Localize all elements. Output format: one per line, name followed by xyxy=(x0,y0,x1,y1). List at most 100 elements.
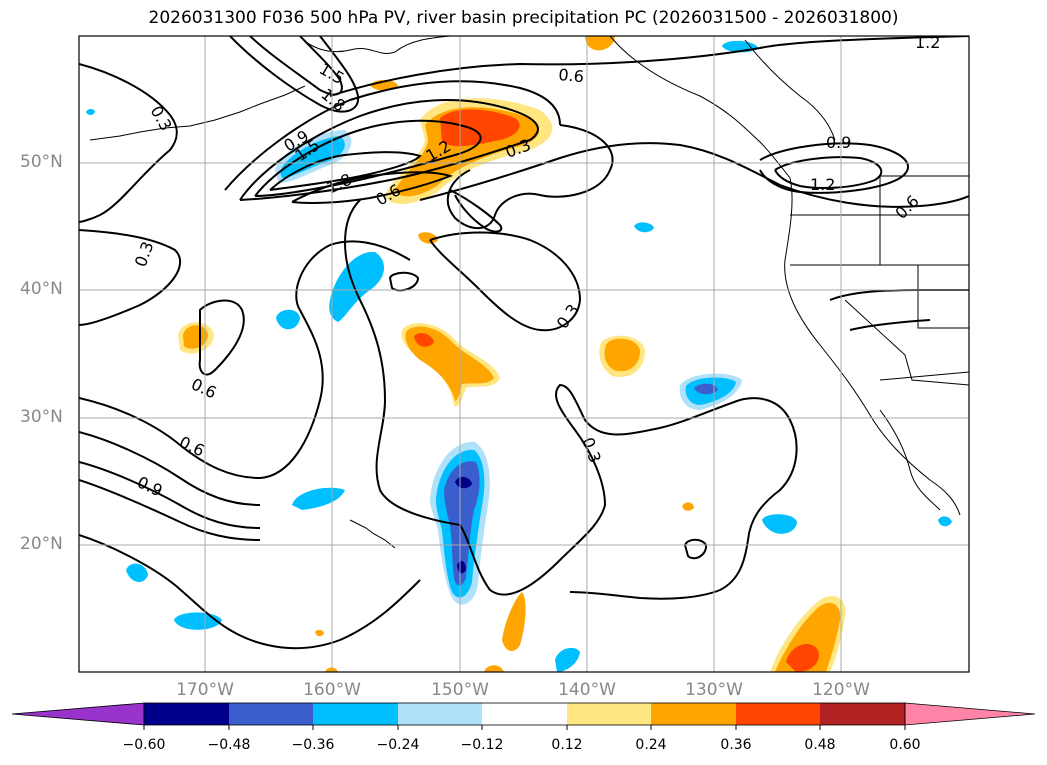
coastline-hawaii xyxy=(349,519,396,549)
precip-blob-tiny xyxy=(682,502,694,511)
precip-neg-w1 xyxy=(329,251,385,322)
pv-contour-0.6-east2 xyxy=(849,319,931,331)
coastline-alaska xyxy=(299,36,451,54)
contour-label: 0.9 xyxy=(826,133,851,152)
pv-contours xyxy=(79,36,969,650)
lon-tick-label: 160°W xyxy=(303,680,361,700)
pv-contour-0.3-southeast xyxy=(569,397,798,600)
lat-tick-label: 20°N xyxy=(20,534,63,554)
lat-tick-label: 50°N xyxy=(20,152,63,172)
precip-neg-e-core xyxy=(694,383,718,395)
colorbar-tick-label: −0.48 xyxy=(207,737,251,753)
pv-contour-1.2-bc xyxy=(774,156,883,189)
precip-neg-nw-inner xyxy=(280,136,345,178)
coastline-baja xyxy=(879,409,941,511)
precip-blob-small2 xyxy=(418,232,438,244)
colorbar-segment xyxy=(229,703,313,725)
precip-blob-s xyxy=(502,592,526,652)
pv-contour-1.2-jet xyxy=(239,99,539,201)
lon-tick-label: 140°W xyxy=(558,680,616,700)
border-states4 xyxy=(917,265,969,329)
precip-neg-main-core1 xyxy=(455,476,472,489)
precip-neg-w2 xyxy=(276,309,300,330)
colorbar-segment xyxy=(651,703,736,725)
lon-tick-label: 130°W xyxy=(685,680,743,700)
precip-neg-main-core2 xyxy=(457,560,466,574)
colorbar xyxy=(11,702,1036,730)
pv-contour-0.6-west xyxy=(79,240,411,480)
pv-contour-0.9-west xyxy=(79,431,261,506)
border-states5 xyxy=(844,299,969,386)
coastline-aleutians xyxy=(89,85,306,141)
pv-contour-0.3-west xyxy=(79,229,181,326)
coastline-bc xyxy=(744,39,836,141)
lat-tick-label: 40°N xyxy=(20,279,63,299)
precip-neg-s1 xyxy=(555,647,580,672)
colorbar-frame xyxy=(143,702,906,726)
colorbar-tick-label: 0.12 xyxy=(551,737,583,753)
colorbar-segment xyxy=(313,703,398,725)
precip-neg-small2 xyxy=(938,516,952,527)
precip-blob-nw xyxy=(585,36,615,51)
precip-blob-w-inner xyxy=(183,325,208,349)
precip-blob-mid-core xyxy=(414,333,434,347)
pv-contour-0.9-bc xyxy=(759,142,909,194)
lon-tick-label: 150°W xyxy=(431,680,489,700)
precip-blob-e-inner xyxy=(604,338,640,372)
colorbar-tick-label: 0.60 xyxy=(889,737,921,753)
lon-tick-label: 120°W xyxy=(812,680,870,700)
colorbar-tick-label: 0.24 xyxy=(635,737,667,753)
contour-label: 1.2 xyxy=(810,175,835,194)
colorbar-tick-label: −0.60 xyxy=(122,737,166,753)
pv-contour-0.6-north xyxy=(329,36,969,97)
precip-neg-small1 xyxy=(634,222,654,233)
pv-contour-1.5-west xyxy=(79,479,261,541)
colorbar-segment xyxy=(144,703,229,725)
colorbar-tick-label: −0.12 xyxy=(460,737,504,753)
border-mexico xyxy=(879,371,969,381)
colorbar-extend-high xyxy=(904,702,1036,726)
precip-neg-small3 xyxy=(86,109,95,115)
colorbar-tick-label: 0.48 xyxy=(804,737,836,753)
pv-contour-1.2-west xyxy=(79,461,261,529)
colorbar-tick-label: −0.36 xyxy=(291,737,335,753)
colorbar-tick-label: −0.24 xyxy=(376,737,420,753)
pv-contour-1.8-jet xyxy=(269,151,422,191)
pv-contour-0.9-jet-east xyxy=(419,142,969,208)
pv-contour-0.3-center xyxy=(429,231,582,332)
pv-contour-0.9-jet1 xyxy=(224,80,561,191)
precip-neg-sw3 xyxy=(174,612,222,630)
coastline-pacific-nw xyxy=(784,177,961,516)
colorbar-segment xyxy=(398,703,482,725)
map-frame xyxy=(78,35,970,673)
pv-contour-0.6-mid xyxy=(198,299,245,376)
coastlines xyxy=(89,36,969,549)
lat-tick-label: 30°N xyxy=(20,407,63,427)
colorbar-extend-low xyxy=(11,702,145,726)
pv-contour-labels: 0.3 0.6 0.9 1.2 1.5 1.8 0.9 1.5 1.8 0.6 … xyxy=(131,33,941,500)
colorbar-tick-label: 0.36 xyxy=(720,737,752,753)
precip-neg-se1 xyxy=(762,514,797,534)
precip-neg-main-deep xyxy=(444,461,480,586)
coastline-alaska-pan xyxy=(609,36,791,179)
colorbar-segment xyxy=(567,703,651,725)
precip-blob-se-core xyxy=(786,643,819,672)
precip-neg-sw2 xyxy=(126,563,148,583)
pv-contour-1.5-alaska xyxy=(249,36,343,96)
precip-blob-s2 xyxy=(484,665,504,672)
lon-tick-label: 170°W xyxy=(176,680,234,700)
graticule xyxy=(79,36,969,672)
colorbar-segment xyxy=(820,703,905,725)
pv-contour-1.2-alaska xyxy=(229,36,360,113)
pv-contour-0.6-gulf xyxy=(449,189,503,233)
map-title: 2026031300 F036 500 hPa PV, river basin … xyxy=(148,8,899,28)
colorbar-segment xyxy=(482,703,567,725)
pv-contour-1.8-inner xyxy=(291,171,454,204)
pv-contour-0.3-north xyxy=(79,63,178,223)
contour-label: 0.6 xyxy=(558,65,585,86)
pv-contour-0.3-south xyxy=(344,199,741,596)
pv-contour-0.6-southwest xyxy=(79,534,421,650)
contour-label: 1.2 xyxy=(915,33,940,52)
precip-blob-tiny2 xyxy=(315,629,324,637)
